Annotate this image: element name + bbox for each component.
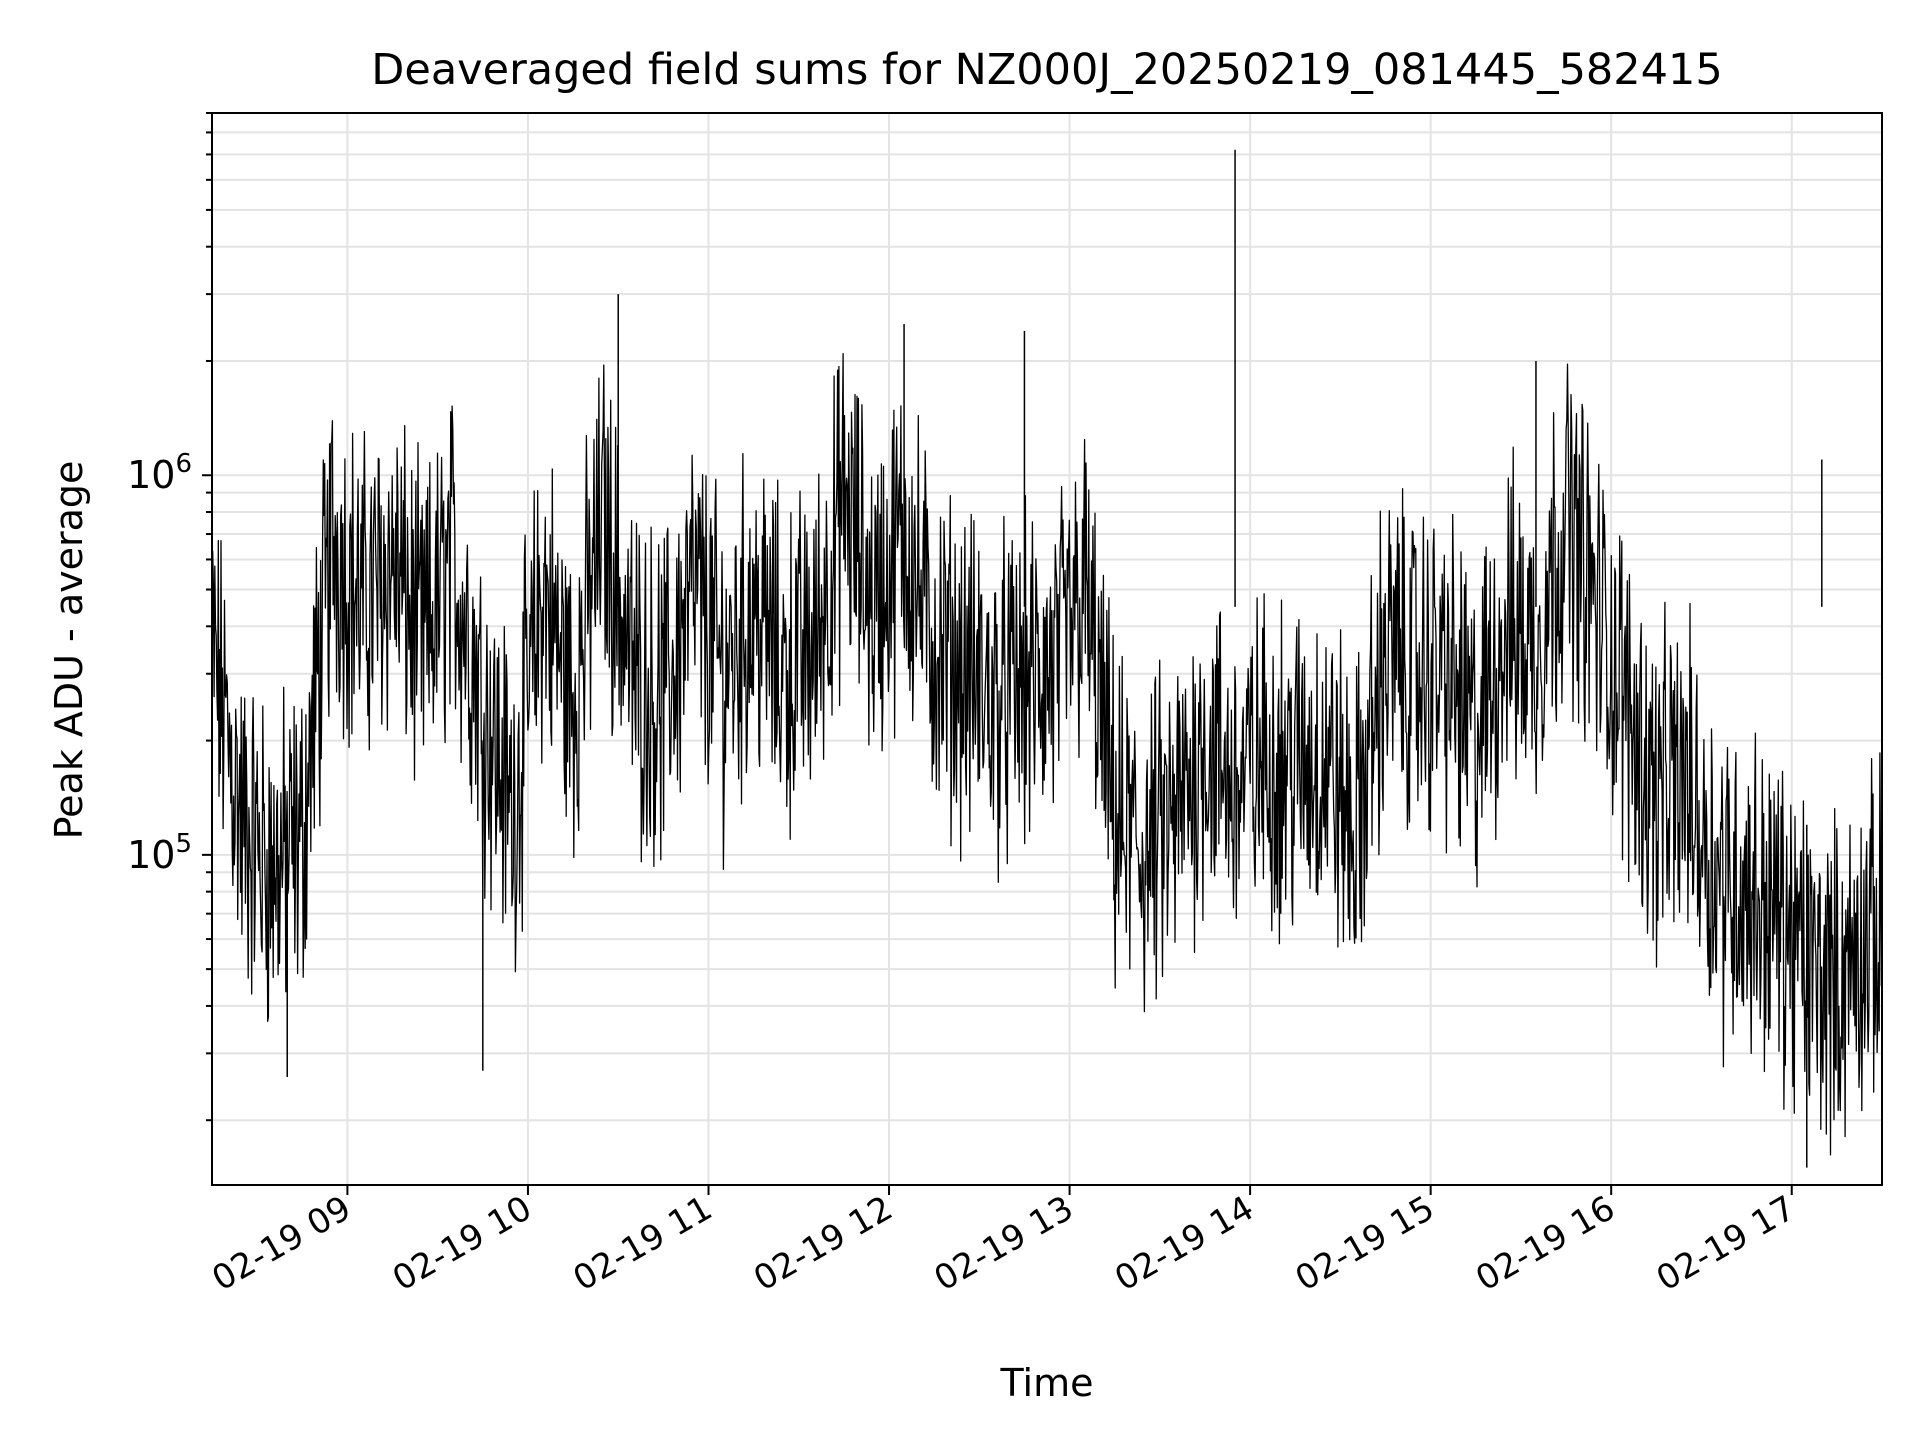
y-tick-label: 105 — [127, 829, 192, 877]
y-axis-label: Peak ADU - average — [47, 461, 91, 840]
y-tick-label: 106 — [127, 449, 192, 497]
plot-frame — [211, 112, 1883, 1186]
x-axis-label: Time — [1000, 1361, 1094, 1405]
chart-title: Deaveraged field sums for NZ000J_2025021… — [371, 45, 1722, 95]
series-line — [211, 352, 1883, 1156]
data-layer — [211, 149, 1883, 1168]
